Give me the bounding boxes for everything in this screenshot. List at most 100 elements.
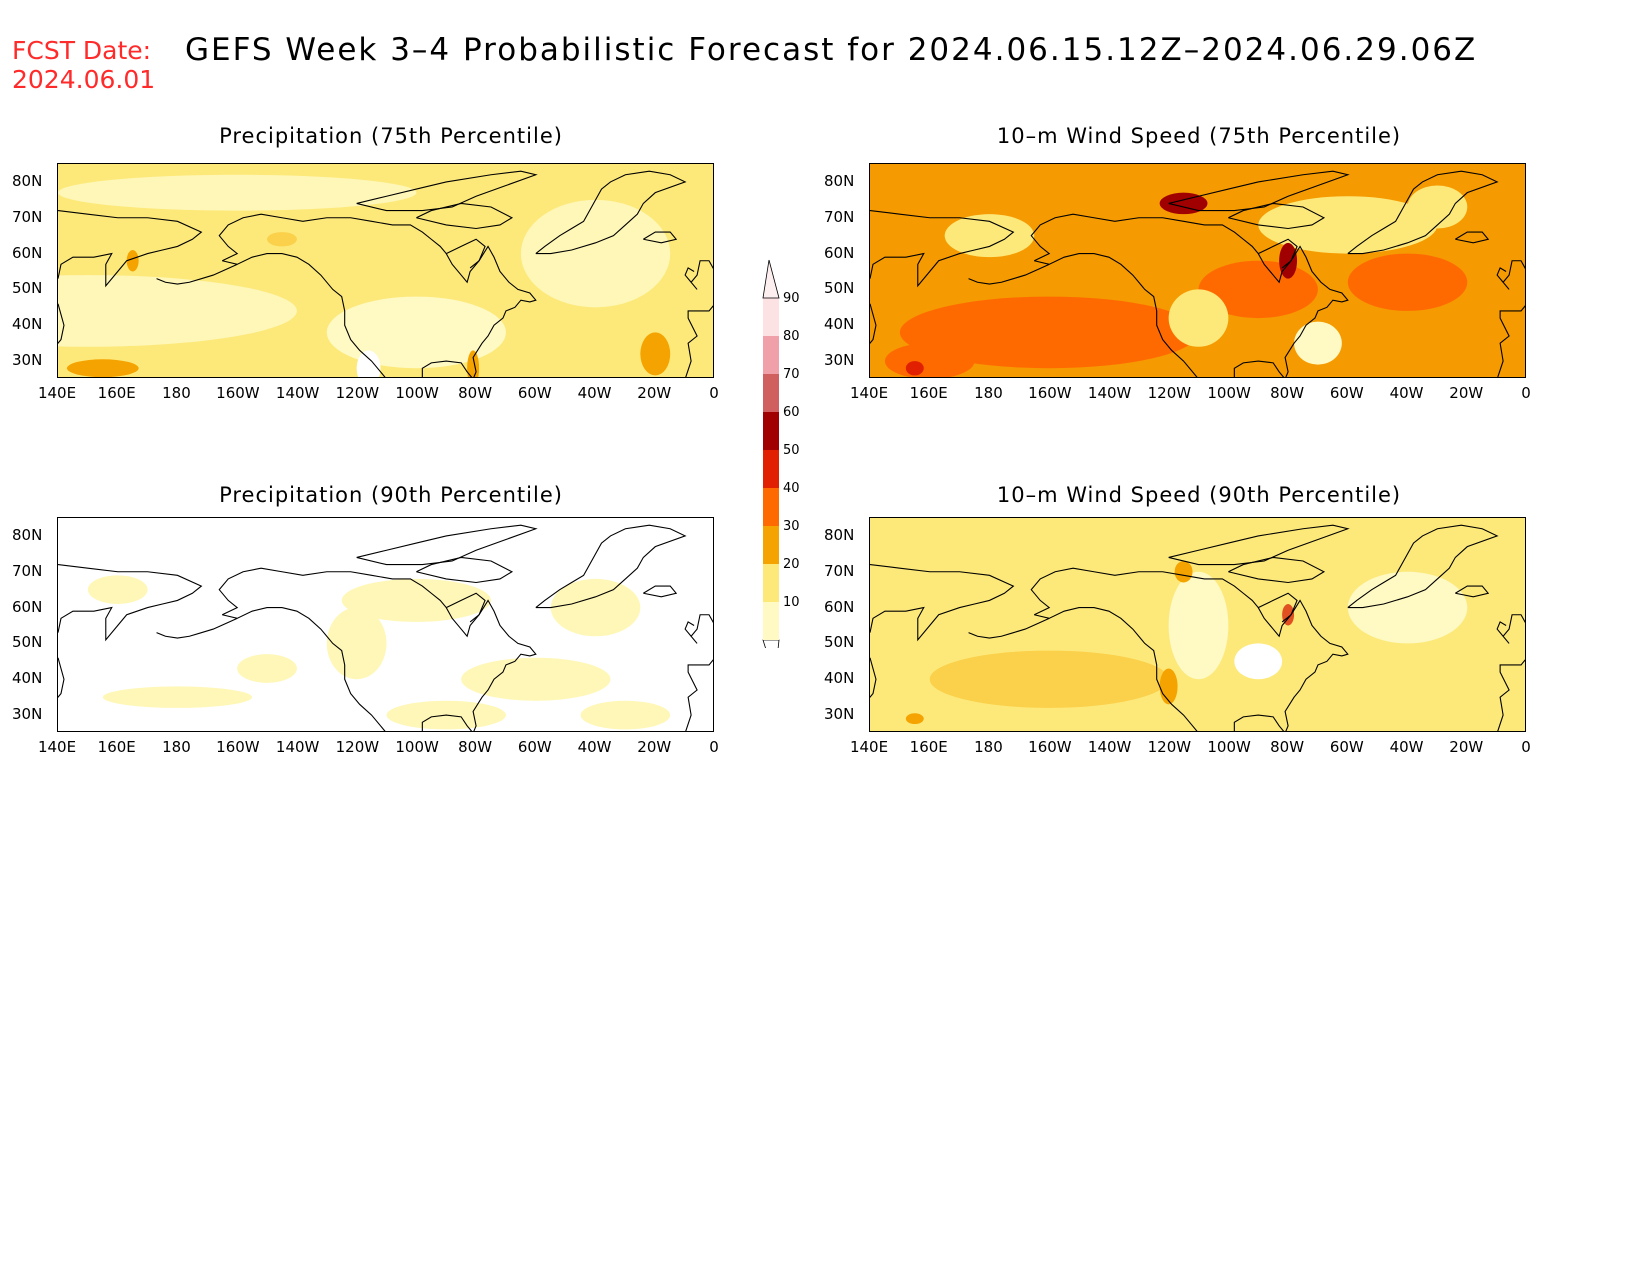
lon-tick-label: 160W	[216, 738, 260, 756]
lon-tick-label: 40W	[1389, 738, 1424, 756]
lon-tick-label: 40W	[1389, 384, 1424, 402]
shading-region	[899, 296, 1199, 369]
lon-tick-label: 0	[709, 738, 719, 756]
colorbar-swatch	[763, 336, 779, 374]
forecast-date-block: FCST Date: 2024.06.01	[12, 36, 155, 94]
lon-tick-label: 140W	[1087, 738, 1132, 756]
panel-title-wind75: 10–m Wind Speed (75th Percentile)	[996, 124, 1402, 148]
lon-tick-label: 40W	[577, 384, 612, 402]
lon-tick-label: 60W	[517, 384, 552, 402]
lon-tick-label: 160E	[909, 384, 948, 402]
coastline	[685, 659, 713, 731]
shading-region	[905, 361, 924, 376]
coastline	[1455, 231, 1490, 244]
page-title: GEFS Week 3–4 Probabilistic Forecast for…	[185, 32, 1478, 68]
coastline	[1257, 238, 1298, 269]
lon-tick-label: 180	[974, 738, 1003, 756]
colorbar-level-label: 90	[783, 291, 800, 306]
coastline	[968, 263, 1050, 285]
colorbar-swatch	[763, 450, 779, 488]
lon-tick-label: 160W	[1028, 738, 1072, 756]
colorbar-legend: 10 20 30 40 50 60 70 80 90	[762, 259, 800, 648]
lon-tick-label: 0	[709, 384, 719, 402]
coastline	[1502, 260, 1525, 290]
colorbar-level-label: 60	[783, 405, 800, 420]
lat-tick-label: 80N	[12, 171, 43, 190]
lon-tick-label: 100W	[395, 384, 439, 402]
lon-tick-label: 140E	[849, 738, 889, 756]
lat-tick-label: 80N	[12, 525, 43, 544]
lon-tick-label: 20W	[1449, 384, 1484, 402]
coastline	[1496, 621, 1507, 637]
colorbar-swatch	[763, 298, 779, 336]
lat-tick-label: 40N	[12, 669, 43, 688]
lon-tick-label: 20W	[637, 738, 672, 756]
lon-tick-label: 60W	[1329, 738, 1364, 756]
colorbar-swatch	[763, 374, 779, 412]
coastline	[690, 614, 713, 644]
colorbar-low-triangle	[762, 639, 780, 648]
shading-region	[326, 607, 387, 680]
forecast-date-value: 2024.06.01	[12, 65, 156, 94]
shading-region	[66, 359, 139, 377]
colorbar-level-label: 50	[783, 443, 800, 458]
shading-region	[1234, 643, 1283, 680]
wind90-svg	[870, 518, 1525, 731]
panel-title-precip90: Precipitation (90th Percentile)	[219, 483, 563, 507]
lon-tick-label: 80W	[458, 384, 493, 402]
lat-tick-label: 50N	[12, 633, 43, 652]
coastline	[416, 202, 514, 230]
shading-region	[341, 578, 492, 622]
lon-tick-label: 100W	[395, 738, 439, 756]
colorbar-swatch	[763, 526, 779, 564]
lon-tick-label: 100W	[1207, 384, 1251, 402]
colorbar-level-label: 40	[783, 481, 800, 496]
coastline	[58, 303, 65, 345]
coastline	[58, 657, 65, 699]
lat-tick-label: 50N	[824, 633, 855, 652]
coastline	[684, 621, 695, 637]
shading-region	[1168, 289, 1229, 347]
lon-tick-label: 160E	[97, 738, 136, 756]
coastline	[1496, 267, 1507, 283]
lat-tick-label: 50N	[824, 279, 855, 298]
coastline	[156, 617, 238, 639]
coastline	[690, 260, 713, 290]
colorbar-level-label: 80	[783, 329, 800, 344]
coastline	[1168, 170, 1350, 212]
shading-region	[461, 657, 611, 701]
coastline	[1034, 253, 1198, 377]
precip75-svg	[58, 164, 713, 377]
lon-tick-label: 80W	[458, 738, 493, 756]
panel-title-precip75: Precipitation (75th Percentile)	[219, 124, 563, 148]
coastline	[870, 564, 1015, 642]
coastline	[222, 607, 386, 731]
forecast-date-label: FCST Date:	[12, 36, 152, 65]
lon-tick-label: 140E	[37, 738, 77, 756]
shading-region	[1168, 571, 1229, 680]
coastline	[58, 564, 203, 642]
lat-tick-label: 30N	[824, 705, 855, 724]
shading-region	[87, 575, 148, 604]
shading-region	[580, 700, 671, 730]
coastline	[870, 303, 877, 345]
shading-region	[640, 332, 671, 376]
shading-region	[237, 654, 297, 683]
shading-region	[326, 296, 506, 369]
lon-tick-label: 120W	[335, 384, 380, 402]
lon-tick-label: 140W	[275, 384, 320, 402]
map-wind75	[869, 163, 1526, 378]
coastline	[1497, 305, 1525, 377]
lat-tick-label: 40N	[824, 669, 855, 688]
lon-tick-label: 0	[1521, 384, 1531, 402]
map-wind90	[869, 517, 1526, 732]
coastline	[445, 592, 486, 623]
lat-tick-label: 60N	[12, 597, 43, 616]
lat-tick-label: 80N	[824, 525, 855, 544]
shading-region	[1282, 604, 1295, 626]
shading-region	[1407, 185, 1468, 229]
coastline	[1030, 567, 1349, 731]
coastline	[643, 585, 678, 598]
shading-region	[1347, 571, 1468, 644]
shading-region	[356, 350, 381, 377]
